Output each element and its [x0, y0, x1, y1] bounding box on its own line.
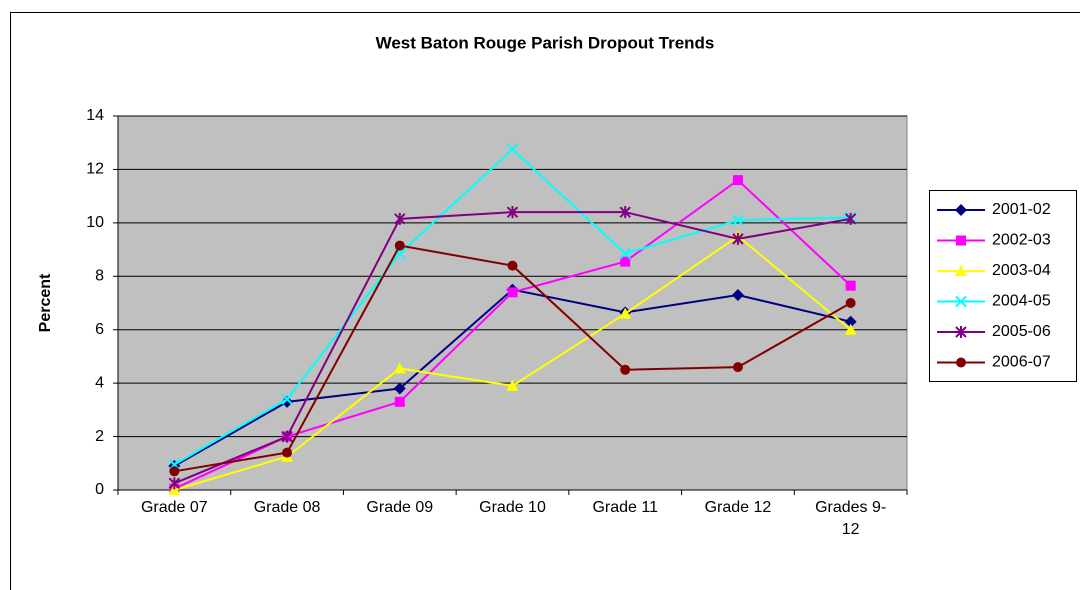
marker	[732, 362, 743, 373]
marker	[731, 288, 744, 301]
marker	[732, 214, 744, 226]
marker	[281, 430, 293, 443]
marker	[845, 280, 856, 291]
chart-title: West Baton Rouge Parish Dropout Trends	[376, 33, 715, 52]
marker	[506, 379, 519, 391]
x-tick-label: Grade 11	[592, 499, 658, 516]
marker	[845, 298, 856, 308]
x-tick-label: Grade 07	[140, 499, 208, 516]
y-tick-label: 10	[86, 214, 104, 231]
marker	[844, 212, 857, 225]
legend-marker	[955, 326, 967, 338]
marker	[506, 143, 519, 156]
legend-label: 2002-03	[992, 232, 1051, 249]
legend-label: 2006-07	[992, 354, 1051, 371]
marker	[393, 362, 406, 374]
x-tick-label: Grade 10	[479, 499, 546, 516]
legend-marker	[955, 265, 967, 276]
legend-marker	[955, 204, 967, 216]
marker	[168, 484, 181, 495]
legend	[929, 190, 1077, 382]
marker	[507, 287, 518, 298]
legend-label: 2005-06	[992, 323, 1051, 340]
x-tick-label: Grade 12	[704, 499, 772, 516]
marker	[620, 364, 631, 375]
marker	[168, 477, 181, 490]
x-tick-label: Grade 08	[253, 499, 321, 516]
legend-marker	[956, 357, 966, 368]
marker	[394, 396, 405, 407]
marker	[393, 382, 406, 395]
legend-marker	[955, 295, 967, 308]
y-tick-label: 12	[86, 161, 104, 178]
marker	[506, 206, 519, 219]
marker	[282, 447, 293, 458]
y-tick-label: 0	[95, 481, 104, 498]
legend-label: 2004-05	[992, 293, 1051, 310]
marker	[619, 247, 631, 260]
x-tick-label: Grades 9-12	[815, 499, 887, 538]
x-tick-label: Grade 09	[366, 499, 434, 516]
y-tick-label: 14	[86, 107, 104, 124]
marker	[732, 175, 743, 186]
marker	[619, 206, 631, 219]
marker	[619, 307, 632, 319]
y-tick-label: 8	[95, 268, 104, 285]
marker	[844, 323, 857, 335]
marker	[844, 315, 857, 328]
legend-marker	[956, 235, 966, 246]
marker	[281, 395, 294, 408]
marker	[169, 466, 180, 477]
marker	[732, 232, 744, 245]
plot-area	[117, 115, 908, 491]
marker	[394, 212, 406, 225]
legend-label: 2001-02	[992, 201, 1051, 218]
y-tick-label: 4	[95, 374, 104, 391]
legend-label: 2003-04	[992, 262, 1051, 279]
marker	[281, 393, 293, 405]
y-tick-label: 2	[95, 428, 104, 445]
y-axis-label: Percent	[37, 273, 54, 332]
marker	[620, 256, 631, 267]
marker	[507, 260, 518, 271]
marker	[394, 240, 405, 251]
y-tick-label: 6	[95, 321, 104, 338]
